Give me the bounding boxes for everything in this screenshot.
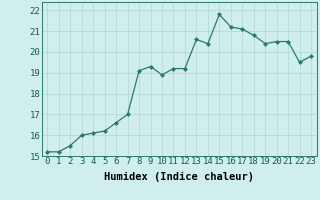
X-axis label: Humidex (Indice chaleur): Humidex (Indice chaleur) — [104, 172, 254, 182]
